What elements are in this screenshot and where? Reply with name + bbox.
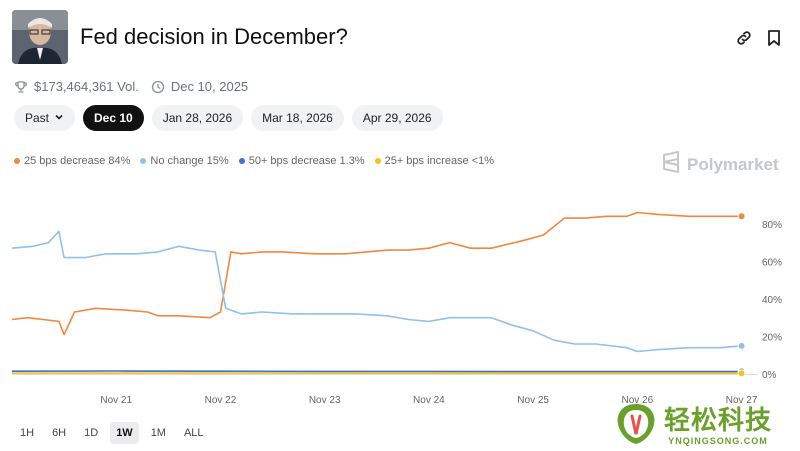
x-tick-label: Nov 21 xyxy=(100,395,132,406)
y-tick-label: 0% xyxy=(762,370,777,381)
polymarket-icon xyxy=(661,151,681,178)
pill-apr-29-2026[interactable]: Apr 29, 2026 xyxy=(352,105,443,131)
range-1h[interactable]: 1H xyxy=(14,422,40,444)
series-line-2 xyxy=(12,371,742,372)
x-tick-label: Nov 25 xyxy=(517,395,549,406)
trophy-icon xyxy=(14,80,28,94)
series-line-0 xyxy=(12,213,742,335)
legend-dot xyxy=(375,158,381,164)
pill-past-dropdown[interactable]: Past xyxy=(14,105,75,131)
market-avatar xyxy=(12,10,68,64)
polymarket-logo: Polymarket xyxy=(661,151,779,178)
range-1w[interactable]: 1W xyxy=(110,422,139,444)
clock-icon xyxy=(151,80,165,94)
range-1m[interactable]: 1M xyxy=(145,422,172,444)
bookmark-icon[interactable] xyxy=(764,28,784,48)
market-meta: $173,464,361 Vol. Dec 10, 2025 xyxy=(14,79,248,94)
pill-mar-18-2026[interactable]: Mar 18, 2026 xyxy=(251,105,344,131)
legend-item: 25 bps decrease 84% xyxy=(14,155,130,167)
y-tick-label: 80% xyxy=(762,220,782,231)
range-6h[interactable]: 6H xyxy=(46,422,72,444)
legend-dot xyxy=(239,158,245,164)
series-line-1 xyxy=(12,231,742,351)
series-end-point-1 xyxy=(738,342,745,349)
watermark: 轻松科技 YNQINGSONG.COM xyxy=(612,400,772,451)
legend-item: No change 15% xyxy=(140,155,228,167)
chevron-down-icon xyxy=(54,111,64,125)
chart-legend: 25 bps decrease 84% No change 15% 50+ bp… xyxy=(14,155,494,167)
y-tick-label: 40% xyxy=(762,295,782,306)
y-tick-label: 20% xyxy=(762,332,782,343)
legend-item: 50+ bps decrease 1.3% xyxy=(239,155,365,167)
x-tick-label: Nov 22 xyxy=(205,395,237,406)
watermark-url: YNQINGSONG.COM xyxy=(668,436,768,446)
legend-dot xyxy=(140,158,146,164)
probability-chart[interactable]: 80% 60% 40% 20% 0% Nov 21 Nov 22 Nov 23 Nov 24 No… xyxy=(0,185,800,410)
pill-dec-10[interactable]: Dec 10 xyxy=(83,105,144,131)
page-title: Fed decision in December? xyxy=(80,24,348,50)
range-all[interactable]: ALL xyxy=(178,422,210,444)
series-end-point-0 xyxy=(738,213,745,220)
x-tick-label: Nov 24 xyxy=(413,395,445,406)
x-tick-label: Nov 23 xyxy=(309,395,341,406)
volume-text: $173,464,361 Vol. xyxy=(34,79,139,94)
range-1d[interactable]: 1D xyxy=(78,422,104,444)
link-icon[interactable] xyxy=(734,28,754,48)
end-date-text: Dec 10, 2025 xyxy=(171,79,248,94)
y-tick-label: 60% xyxy=(762,257,782,268)
watermark-text: 轻松科技 xyxy=(664,406,772,436)
watermark-icon xyxy=(612,400,660,451)
series-end-point-3 xyxy=(738,370,745,377)
time-range-selector: 1H 6H 1D 1W 1M ALL xyxy=(14,422,210,444)
pill-jan-28-2026[interactable]: Jan 28, 2026 xyxy=(152,105,243,131)
date-pill-bar: Past Dec 10 Jan 28, 2026 Mar 18, 2026 Ap… xyxy=(14,105,443,131)
legend-dot xyxy=(14,158,20,164)
legend-item: 25+ bps increase <1% xyxy=(375,155,494,167)
